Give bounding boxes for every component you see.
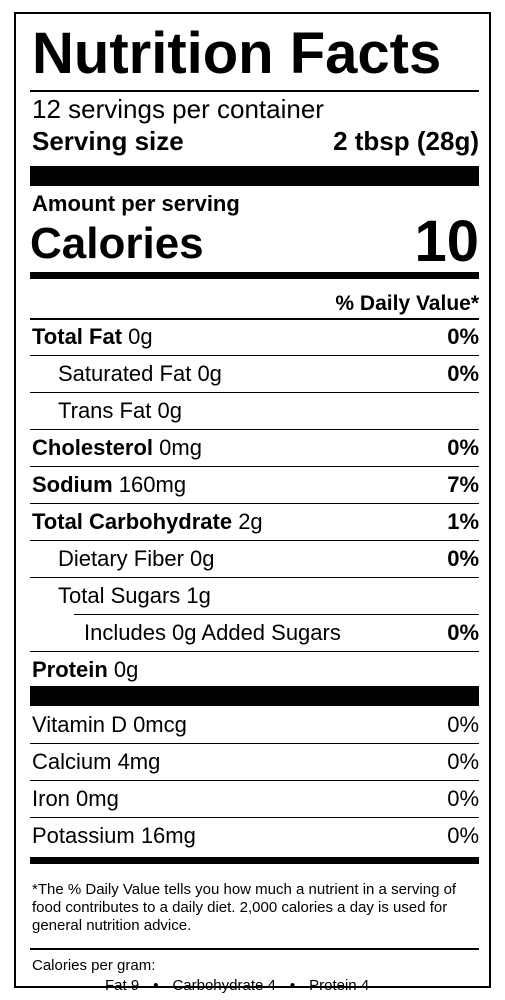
vitamin-name: Calcium 4mg (32, 749, 161, 774)
nutrient-name: Total Fat (32, 324, 123, 349)
row-rule (30, 391, 479, 393)
nutrient-name: Saturated Fat (58, 361, 192, 386)
nutrient-dv: 7% (447, 472, 479, 497)
vitamin-row-potassium: Potassium 16mg 0% (30, 818, 479, 855)
row-rule (30, 650, 479, 652)
nutrient-name: Total Carbohydrate (32, 509, 233, 534)
nutrient-amount: 0mg (159, 435, 202, 460)
nutrient-row-cholesterol: Cholesterol 0mg 0% (30, 430, 479, 467)
nutrient-name: Sodium (32, 472, 113, 497)
vitamin-row-calcium: Calcium 4mg 0% (30, 744, 479, 781)
nutrient-amount: 0g (128, 324, 153, 349)
amount-per-serving: Amount per serving (32, 191, 240, 216)
nutrition-facts-label: Nutrition Facts 12 servings per containe… (14, 12, 491, 994)
nutrient-row-total-carbohydrate: Total Carbohydrate 2g 1% (30, 504, 479, 541)
row-rule (30, 428, 479, 430)
row-rule (30, 742, 479, 744)
vitamin-dv: 0% (447, 749, 479, 774)
nutrient-amount: 0g (197, 361, 222, 386)
nutrient-dv: 0% (447, 435, 479, 460)
nutrient-dv: 1% (447, 509, 479, 534)
nutrient-dv: 0% (447, 620, 479, 645)
calories-per-gram-label: Calories per gram: (32, 957, 156, 974)
vitamin-name: Vitamin D 0mcg (32, 712, 187, 737)
vitamins-medium-bar (30, 857, 479, 864)
nutrient-name: Cholesterol (32, 435, 154, 460)
serving-size-value: 2 tbsp (28g) (333, 126, 479, 156)
calories-label: Calories (30, 219, 204, 268)
label-title: Nutrition Facts (32, 21, 442, 86)
nutrient-amount: 2g (238, 509, 263, 534)
nutrient-row-trans-fat: Trans Fat 0g (30, 393, 479, 430)
serving-thick-bar (30, 166, 479, 186)
nutrient-row-added-sugars: Includes 0g Added Sugars 0% (30, 615, 479, 652)
calories-medium-bar (30, 272, 479, 279)
serving-size-label: Serving size (32, 126, 184, 156)
nutrient-row-protein: Protein 0g (30, 652, 479, 689)
nutrient-dv: 0% (447, 546, 479, 571)
title-rule (30, 90, 479, 92)
row-rule (30, 539, 479, 541)
row-rule (30, 816, 479, 818)
bullet-separator: • (153, 977, 159, 994)
nutrient-dv: 0% (447, 361, 479, 386)
nutrient-amount: 160mg (118, 472, 187, 497)
row-rule (30, 576, 479, 578)
row-rule (74, 613, 479, 615)
nutrient-name: Total Sugars (58, 583, 181, 608)
calories-value: 10 (414, 209, 479, 274)
nutrient-amount: 1g (186, 583, 211, 608)
vitamin-dv: 0% (447, 712, 479, 737)
daily-value-footnote: *The % Daily Value tells you how much a … (32, 881, 457, 934)
nutrient-row-total-sugars: Total Sugars 1g (30, 578, 479, 615)
row-rule (30, 779, 479, 781)
dv-header-rule (30, 318, 479, 320)
nutrient-name: Trans Fat (58, 398, 152, 423)
daily-value-header: % Daily Value* (335, 292, 479, 315)
nutrient-amount: 0g (190, 546, 215, 571)
nutrient-row-saturated-fat: Saturated Fat 0g 0% (30, 356, 479, 393)
footnote-rule (30, 948, 479, 950)
row-rule (30, 502, 479, 504)
vitamin-dv: 0% (447, 823, 479, 848)
nutrient-amount: 0g (157, 398, 182, 423)
vitamin-name: Iron 0mg (32, 786, 119, 811)
nutrient-name: Dietary Fiber (58, 546, 184, 571)
vitamin-name: Potassium 16mg (32, 823, 196, 848)
calories-per-gram-values: Fat 9 • Carbohydrate 4 • Protein 4 (105, 977, 369, 995)
row-rule (30, 354, 479, 356)
vitamin-row-vitamin-d: Vitamin D 0mcg 0% (30, 707, 479, 744)
servings-per-container: 12 servings per container (32, 94, 324, 124)
protein-thick-bar (30, 686, 479, 706)
cpg-protein: Protein 4 (309, 977, 370, 994)
nutrient-row-dietary-fiber: Dietary Fiber 0g 0% (30, 541, 479, 578)
vitamin-row-iron: Iron 0mg 0% (30, 781, 479, 818)
nutrient-row-total-fat: Total Fat 0g 0% (30, 319, 479, 356)
bullet-separator: • (289, 977, 296, 994)
row-rule (30, 465, 479, 467)
nutrient-dv: 0% (447, 324, 479, 349)
nutrient-name: Includes 0g Added Sugars (84, 620, 341, 645)
cpg-fat: Fat 9 (105, 977, 140, 994)
vitamin-dv: 0% (447, 786, 479, 811)
nutrient-name: Protein (32, 657, 108, 682)
cpg-carbohydrate: Carbohydrate 4 (172, 977, 276, 994)
nutrient-row-sodium: Sodium 160mg 7% (30, 467, 479, 504)
nutrient-amount: 0g (113, 657, 139, 682)
